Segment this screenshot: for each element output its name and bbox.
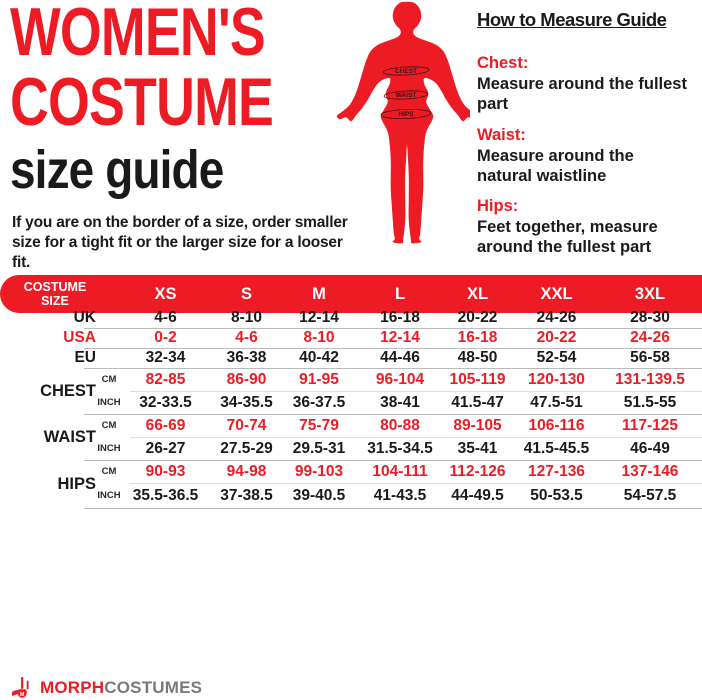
svg-text:CHEST: CHEST bbox=[395, 68, 417, 75]
svg-text:M: M bbox=[20, 692, 25, 698]
svg-text:WAIST: WAIST bbox=[396, 92, 417, 99]
svg-text:HIPS: HIPS bbox=[398, 111, 414, 118]
